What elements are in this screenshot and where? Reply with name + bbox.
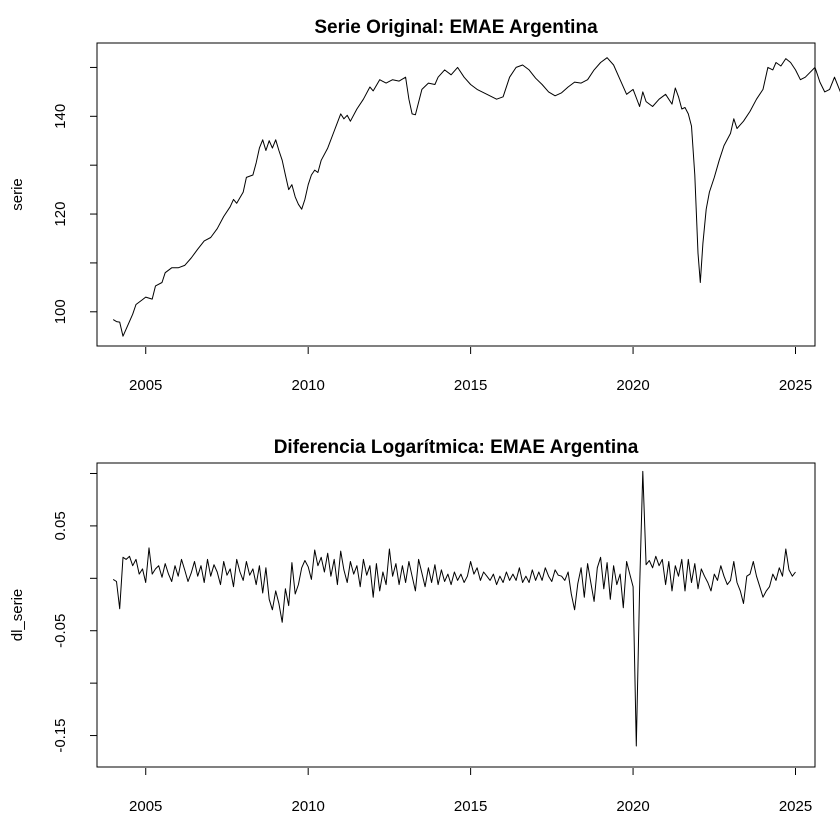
x-tick-label: 2020 xyxy=(616,798,649,815)
x-tick-label: 2005 xyxy=(129,798,162,815)
y-tick-label: 0.05 xyxy=(52,511,69,540)
x-tick-label: 2010 xyxy=(291,377,324,394)
y-tick-label: -0.05 xyxy=(52,614,69,648)
chart-title: Serie Original: EMAE Argentina xyxy=(314,17,598,38)
y-tick-label: -0.15 xyxy=(52,718,69,752)
x-tick-label: 2025 xyxy=(779,798,812,815)
chart-diferencia-logaritmica: Diferencia Logarítmica: EMAE Argentina dl… xyxy=(9,437,816,815)
plot-frame xyxy=(96,462,816,768)
y-tick-label: 100 xyxy=(52,299,69,324)
y-axis-label: serie xyxy=(9,178,26,211)
x-tick-label: 2025 xyxy=(779,377,812,394)
chart-serie-original: Serie Original: EMAE Argentina serie 2005 2… xyxy=(9,17,840,394)
x-tick-label: 2015 xyxy=(454,377,487,394)
x-tick-label: 2010 xyxy=(291,798,324,815)
y-tick-label: 120 xyxy=(52,202,69,227)
x-tick-label: 2015 xyxy=(454,798,487,815)
plot-frame xyxy=(96,42,816,347)
y-axis-label: dl_serie xyxy=(9,589,26,642)
x-tick-label: 2020 xyxy=(616,377,649,394)
x-tick-label: 2005 xyxy=(129,377,162,394)
series-line xyxy=(112,470,796,747)
y-tick-label: 140 xyxy=(52,104,69,129)
chart-title: Diferencia Logarítmica: EMAE Argentina xyxy=(274,437,639,458)
series-line xyxy=(112,57,840,337)
